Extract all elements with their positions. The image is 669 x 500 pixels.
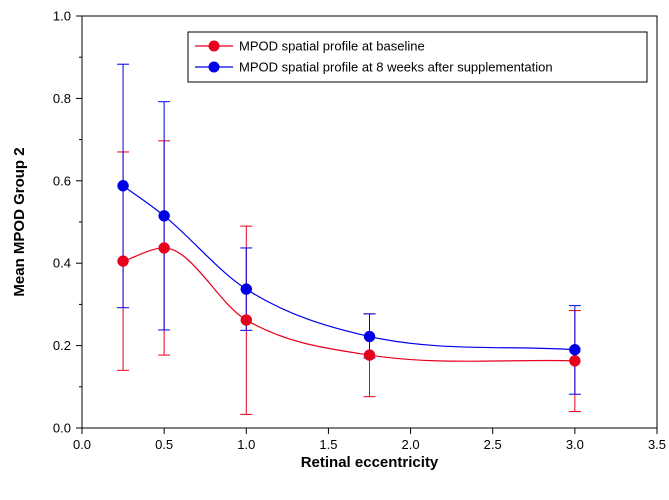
- x-tick-label: 2.0: [402, 437, 420, 452]
- y-axis-title: Mean MPOD Group 2: [11, 147, 28, 296]
- x-tick-label: 1.0: [237, 437, 255, 452]
- x-axis-title: Retinal eccentricity: [301, 454, 439, 471]
- series-layer: [117, 63, 581, 415]
- legend-box: [187, 31, 648, 83]
- x-tick-label: 0.5: [155, 437, 173, 452]
- legend: MPOD spatial profile at baseline MPOD spa…: [187, 31, 648, 83]
- legend-item: MPOD spatial profile at 8 weeks after su…: [195, 60, 553, 75]
- data-point: [158, 242, 170, 254]
- x-tick-label: 1.5: [319, 437, 337, 452]
- legend-label: MPOD spatial profile at 8 weeks after su…: [239, 60, 553, 75]
- data-point: [569, 343, 581, 356]
- series-1: [117, 140, 581, 415]
- y-tick-label: 0.0: [53, 421, 71, 436]
- y-tick-label: 0.6: [53, 173, 71, 188]
- x-axis: 0.0 0.5 1.0 1.5 2.0 2.5 3.0 3.5: [73, 428, 666, 452]
- y-tick-label: 0.2: [53, 338, 71, 353]
- series-2: [117, 63, 581, 395]
- data-point: [363, 349, 376, 361]
- data-point: [240, 283, 253, 295]
- data-point: [240, 314, 253, 326]
- x-tick-label: 3.0: [566, 437, 584, 452]
- data-point: [117, 255, 129, 267]
- y-tick-label: 0.4: [53, 256, 71, 271]
- legend-item: MPOD spatial profile at baseline: [195, 39, 425, 54]
- series-line: [122, 247, 575, 362]
- x-tick-label: 3.5: [648, 437, 666, 452]
- x-tick-label: 2.5: [484, 437, 502, 452]
- series-1-markers: [117, 242, 581, 367]
- x-tick-label: 0.0: [73, 437, 91, 452]
- data-point: [363, 330, 376, 343]
- data-point: [569, 355, 581, 367]
- data-point: [117, 179, 129, 192]
- series-line: [122, 185, 575, 351]
- y-axis: 0.0 0.2 0.4 0.6 0.8 1.0: [53, 9, 82, 436]
- y-tick-label: 0.8: [53, 91, 71, 106]
- data-point: [158, 210, 170, 222]
- legend-swatch-marker: [208, 61, 220, 73]
- series-2-markers: [117, 179, 581, 356]
- legend-label: MPOD spatial profile at baseline: [239, 39, 425, 54]
- y-tick-label: 1.0: [53, 9, 71, 24]
- legend-swatch-marker: [208, 40, 220, 52]
